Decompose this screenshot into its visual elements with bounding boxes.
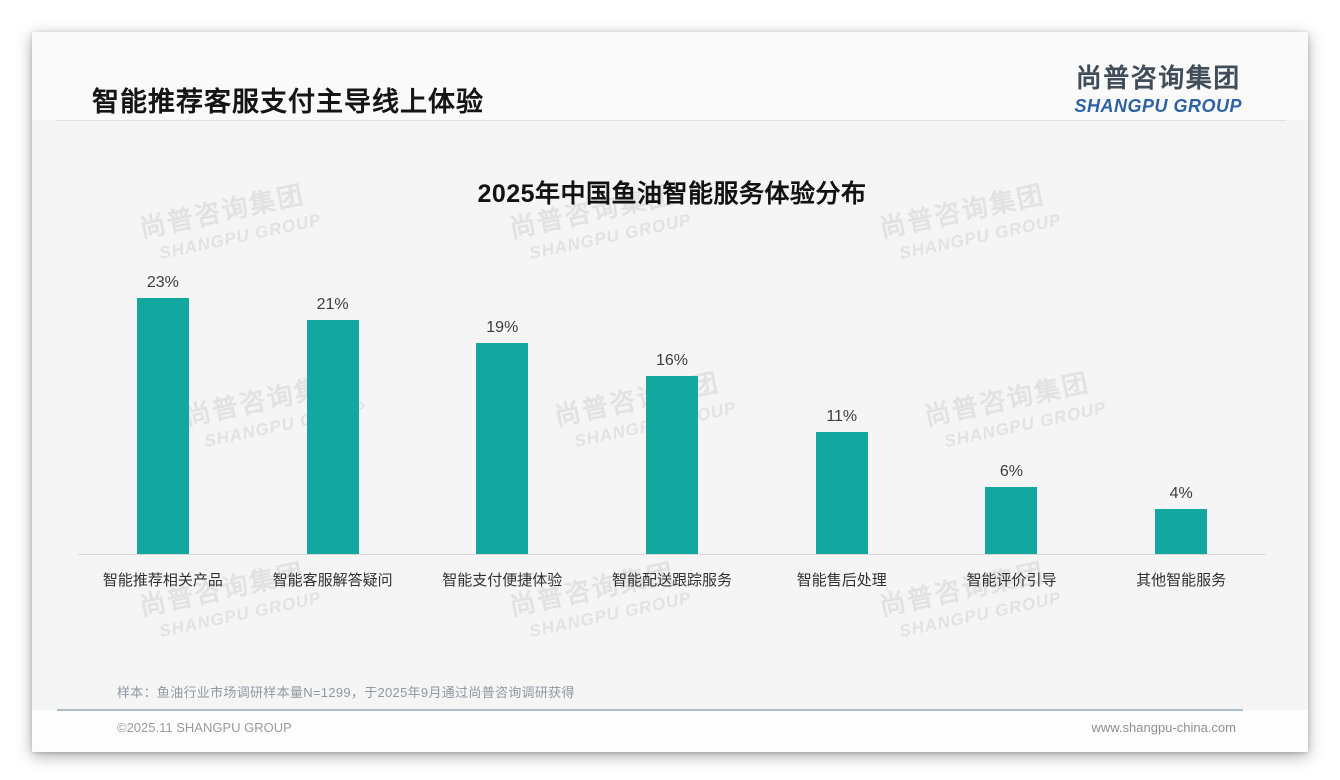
page-title: 智能推荐客服支付主导线上体验 <box>92 87 484 117</box>
bar-column: 6% 智能评价引导 <box>927 162 1097 589</box>
bar <box>306 320 359 554</box>
bar-category-label: 智能评价引导 <box>966 572 1057 589</box>
bar-value-label: 4% <box>1169 485 1193 502</box>
bar <box>476 343 529 554</box>
slide-card: 尚普咨询集团 SHANGPU GROUP 尚普咨询集团 SHANGPU GROUP 尚普… <box>32 32 1308 752</box>
bar-value-label: 23% <box>146 274 179 291</box>
copyright-text: ©2025.11 SHANGPU GROUP <box>117 720 292 735</box>
chart-title: 2025年中国鱼油智能服务体验分布 <box>477 180 867 208</box>
bar-column: 19% 智能支付便捷体验 <box>417 162 587 589</box>
bar-column: 4% 其他智能服务 <box>1096 162 1266 589</box>
bar-column: 11% 智能售后处理 <box>757 162 927 589</box>
header-divider <box>57 120 1286 121</box>
bar-category-label: 智能推荐相关产品 <box>102 572 223 589</box>
bar-category-label: 智能售后处理 <box>796 572 887 589</box>
bar-value-label: 16% <box>656 352 689 369</box>
bar-column: 21% 智能客服解答疑问 <box>248 162 418 589</box>
header-strip <box>32 32 1308 120</box>
bar-column: 16% 智能配送跟踪服务 <box>587 162 757 589</box>
bar-value-label: 11% <box>826 408 858 425</box>
bar-category-label: 智能配送跟踪服务 <box>612 572 733 589</box>
bar <box>136 298 189 554</box>
brand-logo-en: SHANGPU GROUP <box>1074 96 1242 116</box>
bar <box>1155 509 1208 554</box>
website-text: www.shangpu-china.com <box>1091 720 1236 735</box>
footer-divider <box>57 709 1243 711</box>
sample-note: 样本：鱼油行业市场调研样本量N=1299，于2025年9月通过尚普咨询调研获得 <box>117 685 575 700</box>
bar-category-label: 其他智能服务 <box>1136 572 1227 589</box>
bar-chart-plot: 23% 智能推荐相关产品 21% 智能客服解答疑问 19% 智能支付便捷体验 16% 智能配送… <box>78 162 1266 589</box>
bar <box>815 432 868 554</box>
bar-category-label: 智能支付便捷体验 <box>442 572 563 589</box>
brand-logo-zh: 尚普咨询集团 <box>1075 63 1241 93</box>
brand-logo: 尚普咨询集团 SHANGPU GROUP <box>1074 58 1242 117</box>
bar <box>985 487 1038 554</box>
bar-value-label: 19% <box>486 319 519 336</box>
bar-value-label: 21% <box>316 296 349 313</box>
bar-value-label: 6% <box>999 463 1024 480</box>
bar-category-label: 智能客服解答疑问 <box>272 572 393 589</box>
bar <box>646 376 699 554</box>
bar-column: 23% 智能推荐相关产品 <box>78 162 248 589</box>
footer-strip <box>32 710 1308 752</box>
